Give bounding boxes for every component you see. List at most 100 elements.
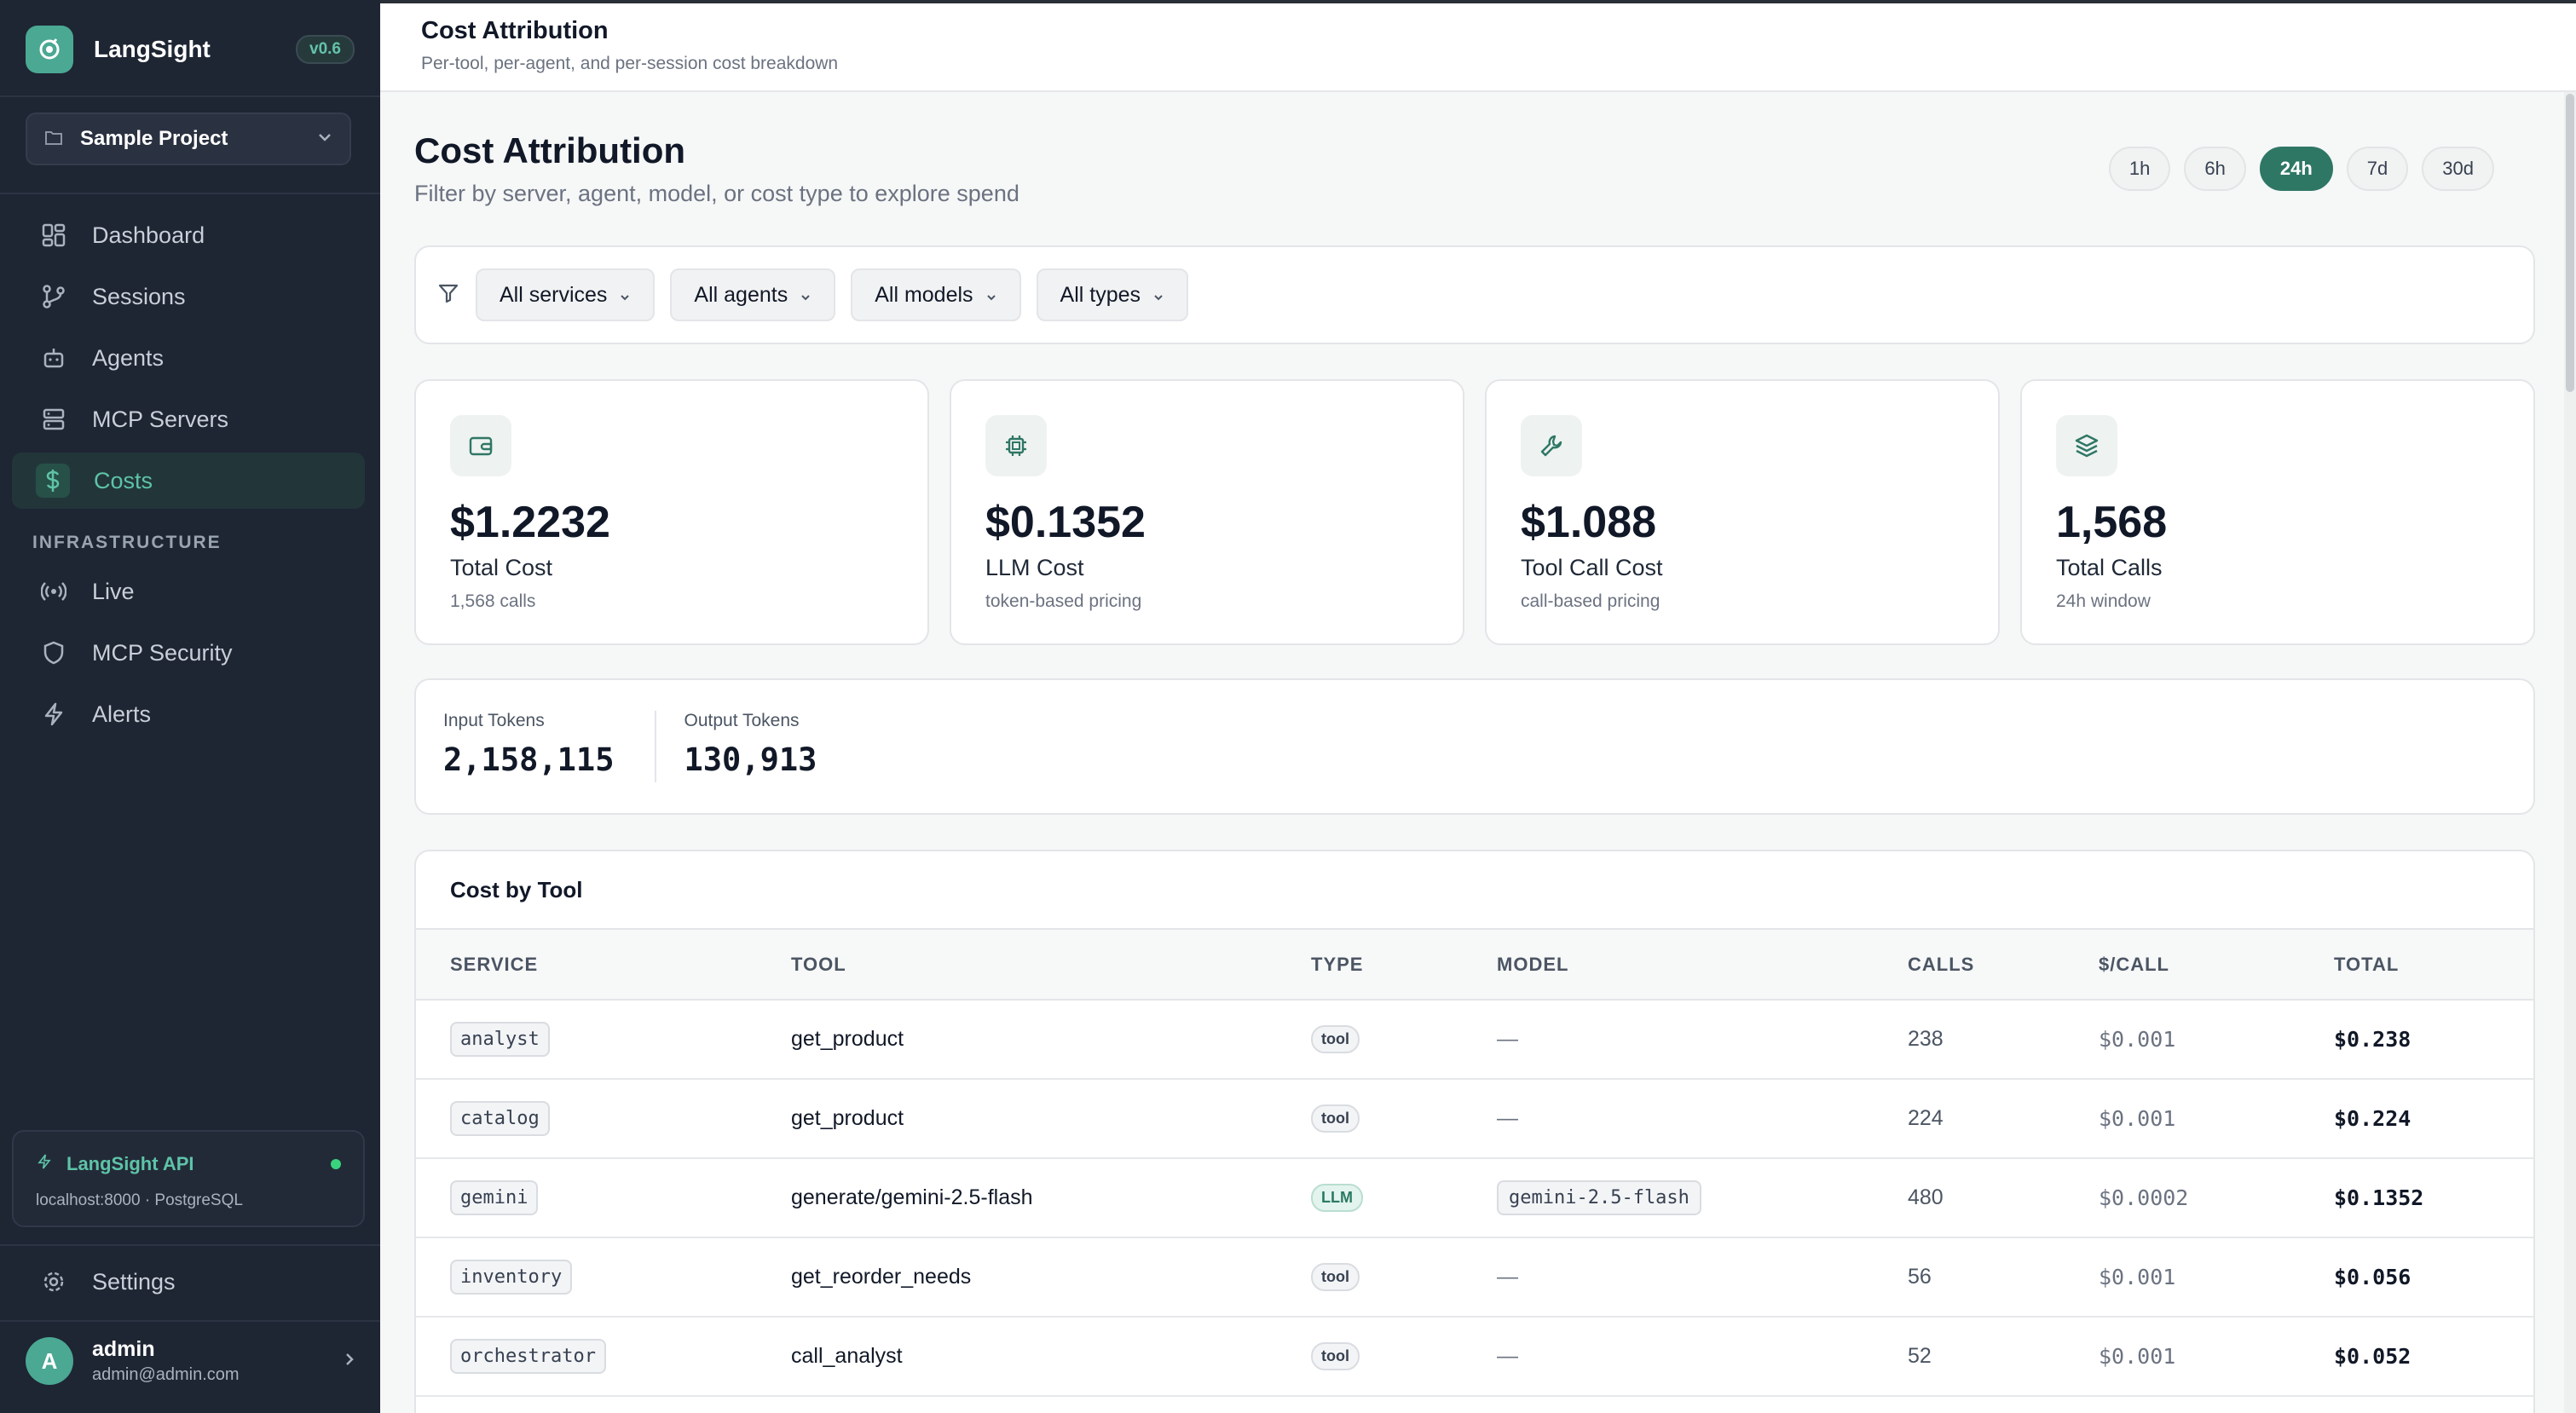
- filter-label: All models: [875, 282, 973, 307]
- project-selector[interactable]: Sample Project: [26, 112, 351, 165]
- chevron-down-icon: [619, 283, 631, 308]
- cost-by-tool-card: Cost by Tool SERVICE TOOL TYPE MODEL CAL…: [414, 850, 2535, 1413]
- service-chip: gemini: [450, 1180, 539, 1215]
- model-cell: —: [1463, 1079, 1874, 1159]
- project-name: Sample Project: [80, 127, 228, 150]
- sidebar-item-dashboard[interactable]: Dashboard: [12, 207, 365, 263]
- calls-cell: 480: [1874, 1158, 2065, 1238]
- model-cell: —: [1463, 1237, 1874, 1318]
- column-header[interactable]: TOOL: [757, 930, 1277, 1001]
- gear-icon: [39, 1267, 68, 1296]
- version-badge: v0.6: [296, 35, 355, 64]
- stat-value: $0.1352: [985, 498, 1146, 547]
- total-cell: $0.1352: [2300, 1158, 2533, 1238]
- scrollbar-thumb[interactable]: [2566, 94, 2574, 392]
- section-label-infrastructure: INFRASTRUCTURE: [32, 533, 222, 552]
- tool-name: call_analyst: [757, 1317, 1277, 1397]
- column-header[interactable]: MODEL: [1463, 930, 1874, 1001]
- column-header[interactable]: TYPE: [1277, 930, 1463, 1001]
- divider: [0, 193, 380, 194]
- logo-icon: [26, 26, 73, 73]
- sidebar-item-label: Sessions: [92, 283, 186, 309]
- user-menu[interactable]: A admin admin@admin.com: [26, 1335, 355, 1387]
- models-filter[interactable]: All models: [851, 268, 1021, 321]
- sidebar-item-costs[interactable]: Costs: [12, 453, 365, 509]
- type-badge: tool: [1311, 1104, 1360, 1133]
- stat-value: $1.088: [1521, 498, 1657, 547]
- per-call-cell: $0.0002: [2065, 1158, 2300, 1238]
- table-row[interactable]: inventory get_reorder_needs tool — 56 $0…: [416, 1237, 2533, 1318]
- table-row[interactable]: gemini generate/gemini-2.5-flash LLM gem…: [416, 1158, 2533, 1238]
- sidebar-item-mcp-security[interactable]: MCP Security: [12, 625, 365, 681]
- total-cell: $0.224: [2300, 1079, 2533, 1159]
- stat-value: 1,568: [2056, 498, 2168, 547]
- sidebar-item-label: MCP Servers: [92, 406, 229, 432]
- cpu-icon: [985, 415, 1047, 476]
- sidebar-item-agents[interactable]: Agents: [12, 330, 365, 386]
- sidebar-item-mcp-servers[interactable]: MCP Servers: [12, 391, 365, 447]
- avatar: A: [26, 1337, 73, 1385]
- stat-label: Total Calls: [2056, 555, 2163, 580]
- stat-card-total-cost: $1.2232 Total Cost 1,568 calls: [414, 379, 929, 645]
- sidebar-item-sessions[interactable]: Sessions: [12, 268, 365, 325]
- chevron-down-icon: [800, 283, 811, 308]
- table-header-row: SERVICE TOOL TYPE MODEL CALLS $/CALL TOT…: [416, 930, 2533, 1001]
- column-header[interactable]: CALLS: [1874, 930, 2065, 1001]
- column-header[interactable]: SERVICE: [416, 930, 757, 1001]
- total-cell: $0.238: [2300, 1000, 2533, 1080]
- agents-filter[interactable]: All agents: [670, 268, 836, 321]
- sidebar-item-alerts[interactable]: Alerts: [12, 686, 365, 742]
- dollar-icon: [36, 464, 70, 498]
- sidebar-item-label: MCP Security: [92, 639, 233, 666]
- per-call-cell: $0.001: [2065, 1079, 2300, 1159]
- stat-sub: call-based pricing: [1521, 591, 1661, 611]
- sidebar-item-live[interactable]: Live: [12, 563, 365, 620]
- output-tokens-value: 130,913: [684, 741, 817, 778]
- main-content: Cost Attribution Filter by server, agent…: [380, 92, 2576, 1413]
- api-title: LangSight API: [36, 1152, 341, 1176]
- range-6h-button[interactable]: 6h: [2184, 147, 2246, 191]
- range-30d-button[interactable]: 30d: [2422, 147, 2494, 191]
- sidebar-item-settings[interactable]: Settings: [12, 1254, 365, 1310]
- tool-name: get_product: [757, 1000, 1277, 1080]
- input-tokens-value: 2,158,115: [443, 741, 615, 778]
- table-row[interactable]: orchestrator call_analyst tool — 52 $0.0…: [416, 1317, 2533, 1397]
- folder-icon: [44, 129, 63, 150]
- total-cell: $0.052: [2300, 1317, 2533, 1397]
- input-tokens: Input Tokens 2,158,115: [443, 711, 655, 782]
- filter-label: All services: [500, 282, 608, 307]
- stat-sub: token-based pricing: [985, 591, 1142, 611]
- services-filter[interactable]: All services: [476, 268, 656, 321]
- model-chip: gemini-2.5-flash: [1497, 1180, 1701, 1215]
- table-row[interactable]: catalog get_product tool — 224 $0.001 $0…: [416, 1079, 2533, 1159]
- scrollbar[interactable]: [2564, 92, 2576, 1413]
- types-filter[interactable]: All types: [1036, 268, 1189, 321]
- stat-label: LLM Cost: [985, 555, 1084, 580]
- git-branch-icon: [39, 282, 68, 311]
- range-24h-button[interactable]: 24h: [2259, 147, 2333, 191]
- filter-bar: All services All agents All models All t…: [414, 245, 2535, 344]
- token-summary-card: Input Tokens 2,158,115 Output Tokens 130…: [414, 678, 2535, 815]
- range-1h-button[interactable]: 1h: [2108, 147, 2171, 191]
- lightning-icon: [36, 1152, 53, 1176]
- column-header[interactable]: $/CALL: [2065, 930, 2300, 1001]
- divider: [0, 1320, 380, 1322]
- grid-icon: [39, 221, 68, 250]
- range-7d-button[interactable]: 7d: [2346, 147, 2409, 191]
- stat-label: Total Cost: [450, 555, 553, 580]
- server-icon: [39, 405, 68, 434]
- column-header[interactable]: TOTAL: [2300, 930, 2533, 1001]
- brand[interactable]: LangSight v0.6: [26, 26, 355, 73]
- tool-name: get_product: [757, 1079, 1277, 1159]
- layers-icon: [2056, 415, 2117, 476]
- table-row[interactable]: analyst get_product tool — 238 $0.001 $0…: [416, 1000, 2533, 1080]
- service-chip: catalog: [450, 1101, 550, 1136]
- tool-name: get_reorder_needs: [757, 1237, 1277, 1318]
- total-cell: $0.056: [2300, 1237, 2533, 1318]
- page-title: Cost Attribution: [414, 130, 686, 170]
- brand-name: LangSight: [94, 36, 211, 62]
- status-dot: [331, 1159, 341, 1169]
- output-tokens: Output Tokens 130,913: [655, 711, 858, 782]
- per-call-cell: $0.001: [2065, 1317, 2300, 1397]
- service-chip: analyst: [450, 1022, 550, 1057]
